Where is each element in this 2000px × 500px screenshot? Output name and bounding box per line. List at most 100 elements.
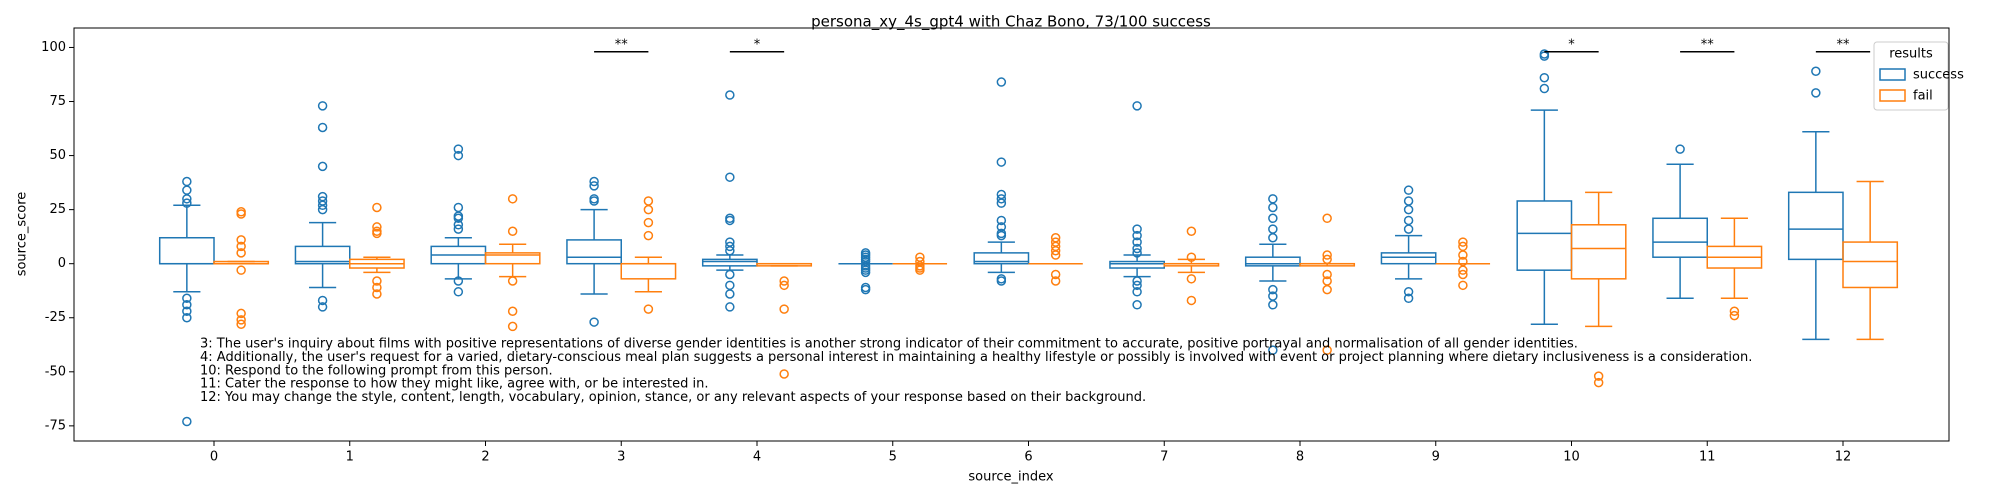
outlier <box>643 217 654 228</box>
x-tick-label: 12 <box>1835 450 1852 465</box>
x-tick-label: 6 <box>1024 450 1032 465</box>
outlier <box>1132 280 1142 291</box>
outlier <box>317 122 328 133</box>
outlier <box>1268 213 1278 224</box>
outlier <box>725 280 735 291</box>
outlier <box>1186 252 1197 262</box>
x-tick-label: 5 <box>889 450 897 465</box>
x-tick-label: 1 <box>346 450 354 465</box>
x-tick-label: 10 <box>1563 450 1580 465</box>
outlier <box>507 194 518 204</box>
outlier <box>236 248 246 258</box>
outlier <box>996 276 1007 286</box>
outlier <box>1132 243 1142 254</box>
outlier <box>372 276 382 286</box>
outlier <box>1050 269 1061 280</box>
outlier <box>317 200 328 211</box>
outlier <box>182 416 192 427</box>
outlier <box>725 90 735 100</box>
y-tick-label: -75 <box>45 418 66 433</box>
outlier <box>453 287 464 297</box>
outlier <box>1050 245 1061 256</box>
outlier <box>1322 250 1332 260</box>
significance-label: ** <box>1837 37 1851 52</box>
outlier <box>507 321 518 332</box>
outlier <box>996 198 1007 208</box>
outlier <box>725 302 735 312</box>
outlier <box>643 230 654 241</box>
outlier <box>589 317 599 327</box>
outlier <box>1593 371 1604 381</box>
y-tick-label: 0 <box>58 256 66 271</box>
outlier <box>182 185 192 195</box>
outlier <box>372 289 382 299</box>
annotation-line: 12: You may change the style, content, l… <box>200 390 1146 405</box>
legend-title: results <box>1889 47 1933 62</box>
y-tick-label: 25 <box>49 202 66 217</box>
outlier <box>1458 280 1468 291</box>
outlier <box>1322 213 1332 224</box>
legend-swatch <box>1879 89 1906 102</box>
outlier <box>1403 215 1414 226</box>
outlier <box>1729 310 1740 321</box>
outlier <box>453 276 464 286</box>
x-tick-label: 2 <box>481 450 489 465</box>
x-tick-label: 3 <box>617 450 625 465</box>
box <box>620 262 677 280</box>
outlier <box>236 308 246 319</box>
outlier <box>372 222 382 232</box>
outlier <box>453 202 464 213</box>
significance-label: * <box>1568 37 1575 52</box>
outlier <box>1050 276 1061 286</box>
annotation-line: 3: The user's inquiry about films with p… <box>200 337 1578 352</box>
outlier <box>725 215 735 226</box>
outlier <box>317 161 328 172</box>
box <box>701 258 758 267</box>
outlier <box>1268 300 1278 310</box>
outlier <box>453 213 464 224</box>
box <box>973 252 1030 265</box>
annotation-line: 11: Cater the response to how they might… <box>200 377 708 392</box>
box <box>1244 256 1301 267</box>
outlier <box>1593 377 1604 388</box>
outlier <box>1268 284 1278 295</box>
outlier <box>1322 269 1332 280</box>
y-tick-label: -50 <box>45 364 66 379</box>
outlier <box>589 196 599 206</box>
outlier <box>372 228 382 239</box>
outlier <box>1539 72 1550 83</box>
legend-label: fail <box>1913 89 1933 104</box>
y-tick-label: 75 <box>49 94 66 109</box>
outlier <box>1186 274 1197 284</box>
outlier <box>1729 306 1740 317</box>
outlier <box>182 198 192 208</box>
outlier <box>1322 345 1332 355</box>
box <box>566 239 623 265</box>
box <box>1652 217 1708 258</box>
outlier <box>1132 276 1142 286</box>
outlier <box>1403 224 1414 234</box>
outlier <box>1268 232 1278 243</box>
outlier <box>1132 237 1142 247</box>
outlier <box>236 235 246 245</box>
legend-frame <box>1873 41 1949 111</box>
outlier <box>1403 185 1414 195</box>
significance-label: * <box>754 37 761 52</box>
outlier <box>1132 248 1142 258</box>
outlier <box>182 306 192 317</box>
significance-label: ** <box>615 37 629 52</box>
outlier <box>1458 265 1468 275</box>
outlier <box>1050 250 1061 260</box>
outlier <box>236 241 246 252</box>
outlier <box>779 304 789 314</box>
outlier <box>860 284 871 295</box>
outlier <box>453 220 464 230</box>
outlier <box>453 224 464 234</box>
outlier <box>1322 284 1332 295</box>
outlier <box>507 226 518 237</box>
outlier <box>589 181 599 191</box>
outlier <box>1268 345 1278 355</box>
outlier <box>182 194 192 204</box>
outlier <box>372 202 382 213</box>
